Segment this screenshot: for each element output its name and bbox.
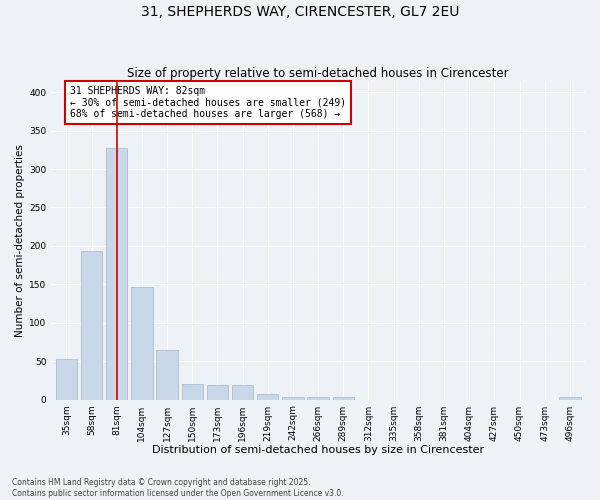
Text: Contains HM Land Registry data © Crown copyright and database right 2025.
Contai: Contains HM Land Registry data © Crown c… <box>12 478 344 498</box>
Bar <box>232 385 253 400</box>
Y-axis label: Number of semi-detached properties: Number of semi-detached properties <box>15 144 25 336</box>
Bar <box>307 396 329 400</box>
Bar <box>81 252 102 400</box>
Bar <box>282 396 304 400</box>
Text: 31 SHEPHERDS WAY: 82sqm
← 30% of semi-detached houses are smaller (249)
68% of s: 31 SHEPHERDS WAY: 82sqm ← 30% of semi-de… <box>70 86 346 119</box>
Bar <box>207 385 228 400</box>
Bar <box>332 396 354 400</box>
Bar <box>182 384 203 400</box>
Bar <box>559 398 581 400</box>
Text: 31, SHEPHERDS WAY, CIRENCESTER, GL7 2EU: 31, SHEPHERDS WAY, CIRENCESTER, GL7 2EU <box>141 5 459 19</box>
Bar <box>106 148 127 400</box>
Title: Size of property relative to semi-detached houses in Cirencester: Size of property relative to semi-detach… <box>127 66 509 80</box>
Bar <box>157 350 178 400</box>
X-axis label: Distribution of semi-detached houses by size in Cirencester: Distribution of semi-detached houses by … <box>152 445 484 455</box>
Bar <box>131 288 152 400</box>
Bar <box>257 394 278 400</box>
Bar <box>56 359 77 400</box>
